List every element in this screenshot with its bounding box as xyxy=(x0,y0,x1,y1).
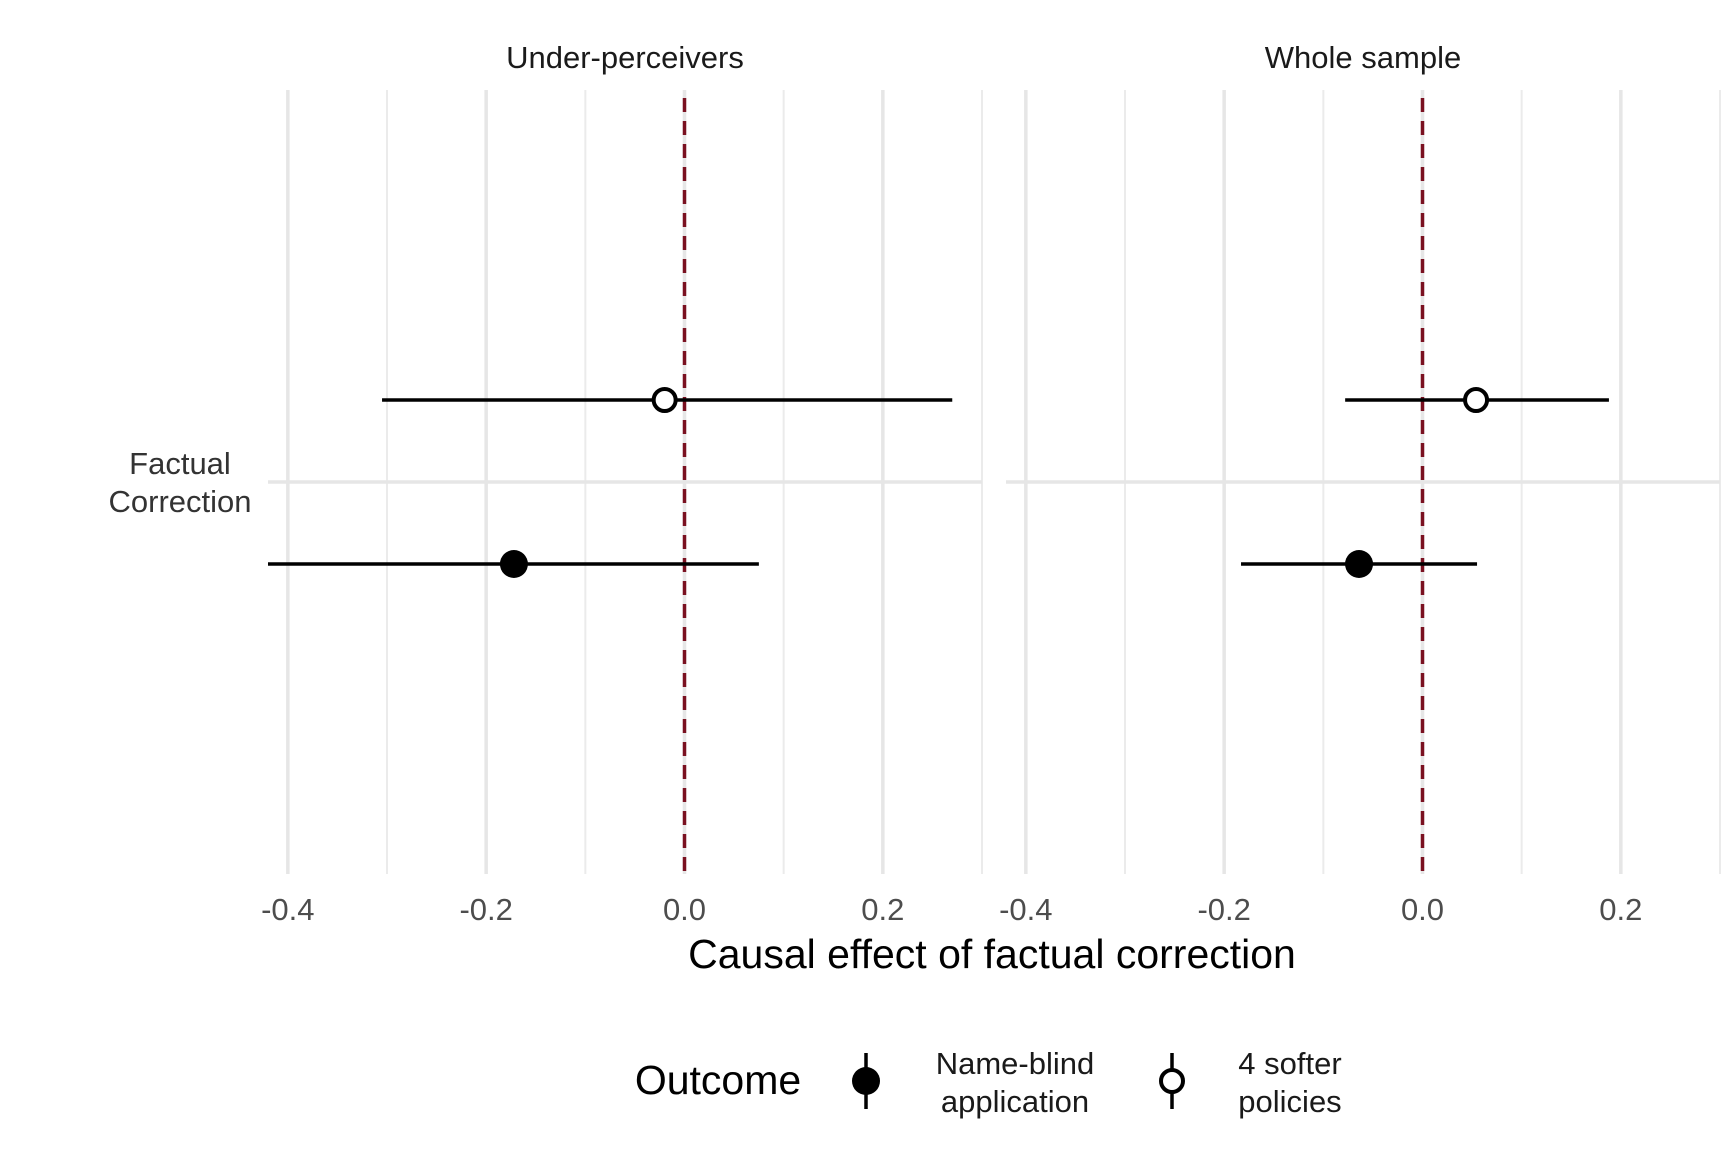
x-axis-title: Causal effect of factual correction xyxy=(688,931,1296,977)
legend-label: Name-blind xyxy=(936,1046,1095,1081)
x-tick-label: 0.0 xyxy=(1401,892,1444,927)
point-estimate xyxy=(1345,550,1374,578)
y-category-label-line2: Correction xyxy=(109,484,252,519)
x-tick-label: -0.4 xyxy=(261,892,314,927)
legend-label: 4 softer xyxy=(1238,1046,1341,1081)
x-tick-label: -0.2 xyxy=(1197,892,1250,927)
legend-label: application xyxy=(941,1084,1089,1119)
panel-2: Whole sample -0.4 -0.2 0.0 0.2 xyxy=(999,40,1721,927)
legend-key-filled-point xyxy=(852,1067,880,1095)
x-tick-label: -0.2 xyxy=(459,892,512,927)
point-estimate xyxy=(499,550,528,578)
point-estimate xyxy=(1463,387,1490,413)
panel-1: Under-perceivers -0.4 -0.2 0.0 0.2 xyxy=(261,40,983,927)
x-tick-label: -0.4 xyxy=(999,892,1052,927)
y-category-label-line1: Factual xyxy=(129,446,231,481)
legend-label: policies xyxy=(1238,1084,1341,1119)
x-tick-label: 0.0 xyxy=(663,892,706,927)
panel-title: Under-perceivers xyxy=(506,40,744,75)
legend-key-open-point xyxy=(1159,1068,1185,1094)
x-tick-label: 0.2 xyxy=(861,892,904,927)
panel-title: Whole sample xyxy=(1265,40,1461,75)
point-estimate xyxy=(651,387,678,413)
legend-title: Outcome xyxy=(635,1057,801,1103)
x-tick-label: 0.2 xyxy=(1599,892,1642,927)
